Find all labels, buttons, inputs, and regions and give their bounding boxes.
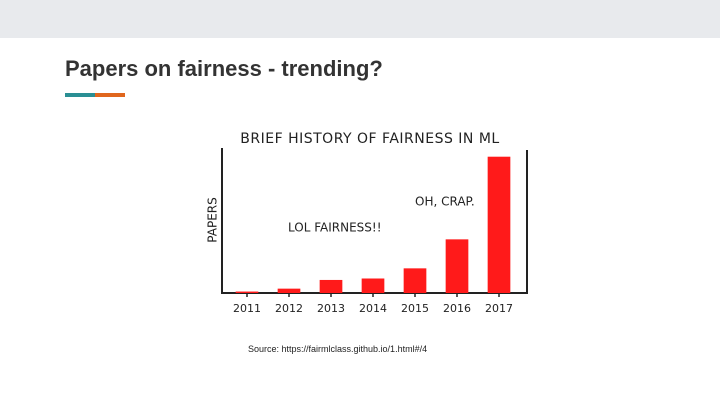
x-tick-label: 2014: [359, 302, 387, 315]
source-note: Source: https://fairmlclass.github.io/1.…: [248, 344, 428, 354]
bar: [277, 288, 301, 293]
accent-rule: [65, 93, 95, 97]
x-tick-label: 2017: [485, 302, 513, 315]
bar: [403, 268, 427, 293]
chart-title: BRIEF HISTORY OF FAIRNESS IN ML: [240, 131, 499, 147]
y-axis-label: PAPERS: [206, 197, 220, 242]
bar: [235, 291, 259, 293]
bar: [487, 156, 511, 293]
x-tick-label: 2016: [443, 302, 471, 315]
bar: [319, 279, 343, 293]
x-tick-label: 2012: [275, 302, 303, 315]
x-tick-label: 2015: [401, 302, 429, 315]
x-tick-label: 2011: [233, 302, 261, 315]
top-bar: [0, 0, 720, 38]
annotation: OH, CRAP.: [415, 195, 475, 209]
x-tick-label: 2013: [317, 302, 345, 315]
annotation: LOL FAIRNESS!!: [288, 221, 382, 235]
accent-rule: [95, 93, 125, 97]
bar: [361, 278, 385, 293]
slide-title: Papers on fairness - trending?: [65, 56, 383, 81]
bar: [445, 239, 469, 293]
